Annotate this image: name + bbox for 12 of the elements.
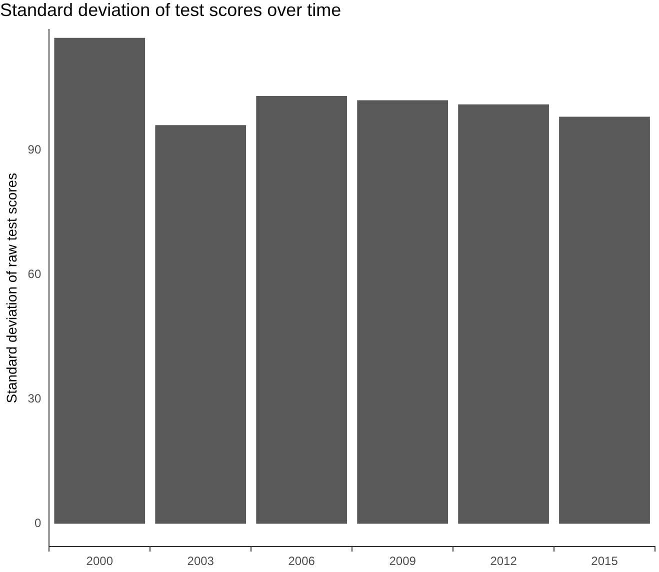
- x-tick-label: 2012: [490, 554, 518, 568]
- x-tick-label: 2006: [288, 554, 316, 568]
- y-tick-label: 0: [34, 516, 42, 530]
- x-tick-label: 2009: [389, 554, 416, 568]
- y-axis-title: Standard deviation of raw test scores: [3, 172, 20, 404]
- y-tick-label: 60: [28, 266, 42, 281]
- x-tick-label: 2003: [187, 554, 214, 568]
- y-tick-label: 30: [28, 391, 42, 406]
- y-tick-label: 90: [28, 142, 42, 156]
- x-tick-label: 2000: [86, 554, 114, 568]
- x-tick-label: 2015: [591, 554, 618, 568]
- chart-title: Standard deviation of test scores over time: [0, 0, 342, 20]
